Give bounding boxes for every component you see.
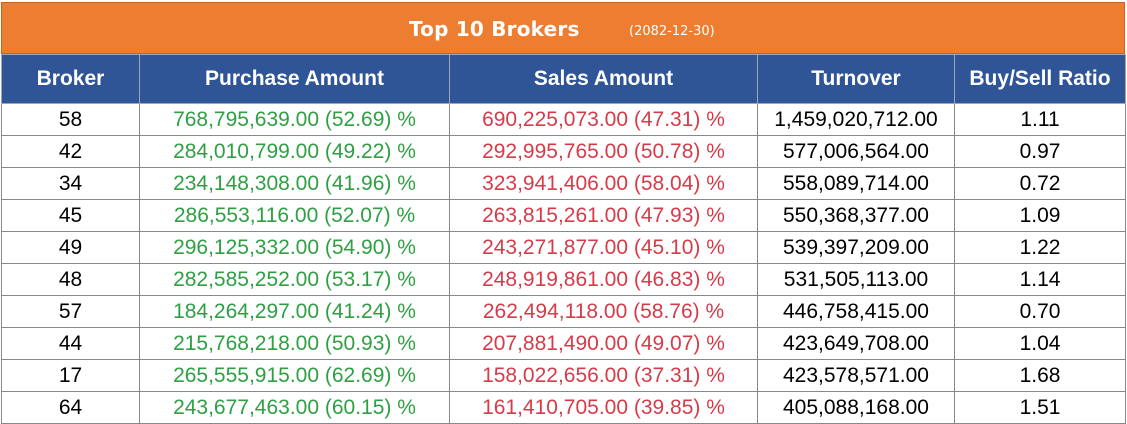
table-body: 58 768,795,639.00 (52.69) % 690,225,073.…	[1, 103, 1126, 424]
report-title: Top 10 Brokers	[409, 17, 580, 41]
purchase-cell: 286,553,116.00 (52.07) %	[139, 199, 450, 232]
ratio-cell: 1.04	[954, 327, 1126, 360]
sales-cell: 263,815,261.00 (47.93) %	[449, 199, 758, 232]
purchase-cell: 234,148,308.00 (41.96) %	[139, 167, 450, 200]
turnover-cell: 423,649,708.00	[757, 327, 955, 360]
turnover-cell: 577,006,564.00	[757, 135, 955, 168]
broker-cell: 45	[1, 199, 140, 232]
col-header-ratio: Buy/Sell Ratio	[954, 54, 1126, 104]
turnover-cell: 446,758,415.00	[757, 295, 955, 328]
ratio-cell: 1.14	[954, 263, 1126, 296]
sales-cell: 292,995,765.00 (50.78) %	[449, 135, 758, 168]
header-row: Broker Purchase Amount Sales Amount Turn…	[1, 54, 1126, 104]
purchase-cell: 284,010,799.00 (49.22) %	[139, 135, 450, 168]
turnover-cell: 550,368,377.00	[757, 199, 955, 232]
ratio-cell: 1.68	[954, 359, 1126, 392]
purchase-cell: 265,555,915.00 (62.69) %	[139, 359, 450, 392]
turnover-cell: 405,088,168.00	[757, 391, 955, 424]
broker-cell: 64	[1, 391, 140, 424]
broker-cell: 17	[1, 359, 140, 392]
table-row: 49 296,125,332.00 (54.90) % 243,271,877.…	[1, 231, 1126, 264]
broker-cell: 58	[1, 103, 140, 136]
broker-cell: 48	[1, 263, 140, 296]
sales-cell: 158,022,656.00 (37.31) %	[449, 359, 758, 392]
table-row: 64 243,677,463.00 (60.15) % 161,410,705.…	[1, 391, 1126, 424]
ratio-cell: 1.11	[954, 103, 1126, 136]
sales-cell: 262,494,118.00 (58.76) %	[449, 295, 758, 328]
broker-cell: 44	[1, 327, 140, 360]
table-row: 57 184,264,297.00 (41.24) % 262,494,118.…	[1, 295, 1126, 328]
ratio-cell: 1.51	[954, 391, 1126, 424]
table-row: 34 234,148,308.00 (41.96) % 323,941,406.…	[1, 167, 1126, 200]
table-row: 44 215,768,218.00 (50.93) % 207,881,490.…	[1, 327, 1126, 360]
table-row: 48 282,585,252.00 (53.17) % 248,919,861.…	[1, 263, 1126, 296]
ratio-cell: 0.70	[954, 295, 1126, 328]
brokers-table: Broker Purchase Amount Sales Amount Turn…	[1, 54, 1126, 424]
sales-cell: 207,881,490.00 (49.07) %	[449, 327, 758, 360]
ratio-cell: 1.22	[954, 231, 1126, 264]
ratio-cell: 0.72	[954, 167, 1126, 200]
purchase-cell: 243,677,463.00 (60.15) %	[139, 391, 450, 424]
turnover-cell: 423,578,571.00	[757, 359, 955, 392]
ratio-cell: 1.09	[954, 199, 1126, 232]
turnover-cell: 558,089,714.00	[757, 167, 955, 200]
title-bar: Top 10 Brokers (2082-12-30)	[1, 2, 1125, 54]
turnover-cell: 531,505,113.00	[757, 263, 955, 296]
sales-cell: 323,941,406.00 (58.04) %	[449, 167, 758, 200]
report-date: (2082-12-30)	[629, 24, 715, 39]
sales-cell: 243,271,877.00 (45.10) %	[449, 231, 758, 264]
col-header-turnover: Turnover	[757, 54, 955, 104]
turnover-cell: 1,459,020,712.00	[757, 103, 955, 136]
purchase-cell: 215,768,218.00 (50.93) %	[139, 327, 450, 360]
sales-cell: 248,919,861.00 (46.83) %	[449, 263, 758, 296]
ratio-cell: 0.97	[954, 135, 1126, 168]
sales-cell: 161,410,705.00 (39.85) %	[449, 391, 758, 424]
broker-cell: 34	[1, 167, 140, 200]
table-row: 17 265,555,915.00 (62.69) % 158,022,656.…	[1, 359, 1126, 392]
col-header-sales: Sales Amount	[449, 54, 758, 104]
broker-cell: 57	[1, 295, 140, 328]
purchase-cell: 282,585,252.00 (53.17) %	[139, 263, 450, 296]
turnover-cell: 539,397,209.00	[757, 231, 955, 264]
table-row: 58 768,795,639.00 (52.69) % 690,225,073.…	[1, 103, 1126, 136]
col-header-purchase: Purchase Amount	[139, 54, 450, 104]
broker-cell: 42	[1, 135, 140, 168]
broker-cell: 49	[1, 231, 140, 264]
purchase-cell: 296,125,332.00 (54.90) %	[139, 231, 450, 264]
table-row: 45 286,553,116.00 (52.07) % 263,815,261.…	[1, 199, 1126, 232]
col-header-broker: Broker	[1, 54, 140, 104]
purchase-cell: 184,264,297.00 (41.24) %	[139, 295, 450, 328]
purchase-cell: 768,795,639.00 (52.69) %	[139, 103, 450, 136]
sales-cell: 690,225,073.00 (47.31) %	[449, 103, 758, 136]
table-row: 42 284,010,799.00 (49.22) % 292,995,765.…	[1, 135, 1126, 168]
